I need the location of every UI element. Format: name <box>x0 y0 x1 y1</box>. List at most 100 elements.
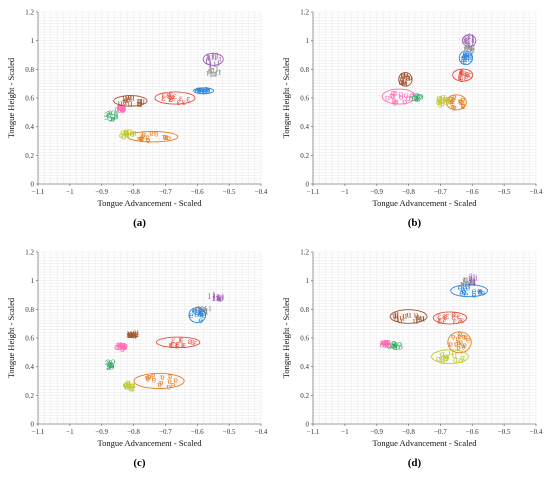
data-point: ɐ <box>141 130 146 139</box>
data-point: ɔ <box>114 110 119 119</box>
data-point: ɪ <box>471 278 474 287</box>
data-point: i <box>470 272 473 281</box>
data-point: ɔ <box>106 362 111 371</box>
data-point: ɑ <box>441 92 446 101</box>
data-point: ɐ <box>447 97 452 106</box>
data-point: ɛ <box>170 339 174 348</box>
x-tick-label: −0.9 <box>370 428 383 436</box>
data-point: ɑ <box>124 383 129 392</box>
data-point: e <box>460 57 465 66</box>
data-point: ɔ <box>107 360 112 369</box>
data-point: ɪ <box>197 304 200 313</box>
x-tick-label: −0.5 <box>223 428 236 436</box>
data-point: i <box>205 56 208 65</box>
confidence-ellipse <box>155 336 201 349</box>
data-point: ɑ <box>120 128 125 137</box>
data-point: ɪ <box>465 279 468 288</box>
data-point: e <box>201 88 206 97</box>
data-point: u <box>397 316 402 325</box>
data-point: ɐ <box>157 380 162 389</box>
data-point: ɛ <box>168 341 172 350</box>
data-point: ʊ <box>389 91 394 100</box>
data-point: ʊ <box>123 342 128 351</box>
data-point: ɪ <box>467 42 470 51</box>
data-point: i <box>213 294 216 303</box>
data-point: ɪ <box>205 307 208 316</box>
data-point: ɑ <box>444 352 449 361</box>
data-point: u <box>128 329 133 338</box>
x-tick-label: −0.8 <box>402 428 415 436</box>
data-point: ɑ <box>443 98 448 107</box>
data-point: u <box>125 93 130 102</box>
data-point: i <box>463 36 466 45</box>
data-point: ɔ <box>398 342 403 351</box>
data-point: e <box>195 308 200 317</box>
data-point: ɛ <box>182 98 186 107</box>
data-point: i <box>466 34 469 43</box>
data-point: ʊ <box>380 338 385 347</box>
data-point: ɔ <box>104 358 109 367</box>
data-point: ɑ <box>124 382 129 391</box>
data-point: ɪ <box>198 306 201 315</box>
data-point: e <box>468 51 473 60</box>
data-point: ɔ <box>114 111 119 120</box>
data-point: ɔ <box>414 91 419 100</box>
data-point: i <box>472 277 475 286</box>
data-point: ɔ <box>393 341 398 350</box>
data-point: ɐ <box>145 373 150 382</box>
data-point: ɪ <box>463 45 466 54</box>
data-point: ʊ <box>120 341 125 350</box>
data-point: ɐ <box>162 133 167 142</box>
data-point: ɛ <box>170 341 174 350</box>
data-point: i <box>217 294 220 303</box>
data-point: i <box>208 292 211 301</box>
data-point: ɛ <box>437 312 441 321</box>
data-point: u <box>138 100 143 109</box>
data-point: ɔ <box>414 94 419 103</box>
data-point: ɑ <box>452 351 457 360</box>
data-point: i <box>213 292 216 301</box>
data-point: ɐ <box>138 134 143 143</box>
data-point: ɪ <box>473 43 476 52</box>
data-point: ɛ <box>193 338 197 347</box>
data-point: ɛ <box>460 68 464 77</box>
data-point: e <box>472 290 477 299</box>
data-point: ɛ <box>169 95 173 104</box>
data-point: ɛ <box>459 75 463 84</box>
data-point: ɔ <box>414 93 419 102</box>
data-point: ɐ <box>173 376 178 385</box>
data-point: ɔ <box>410 90 415 99</box>
data-point: ɔ <box>419 92 424 101</box>
data-point: ɐ <box>452 93 457 102</box>
confidence-ellipse <box>193 87 215 95</box>
data-point: ɪ <box>209 65 212 74</box>
confidence-ellipse <box>133 373 185 389</box>
data-point: ʊ <box>121 102 126 111</box>
data-point: u <box>405 74 410 83</box>
y-tick-label: 0.8 <box>25 306 34 314</box>
data-point: e <box>199 307 204 316</box>
data-point: e <box>478 287 483 296</box>
x-tick-label: −0.7 <box>159 188 172 196</box>
y-axis-label: Tongue Height - Scaled <box>281 297 291 378</box>
x-tick-label: −0.5 <box>498 428 511 436</box>
data-point: e <box>461 286 466 295</box>
data-point: ɐ <box>458 97 463 106</box>
y-tick-label: 0 <box>31 421 35 429</box>
data-point: ɔ <box>114 113 119 122</box>
data-point: i <box>216 294 219 303</box>
data-point: ʊ <box>381 338 386 347</box>
data-point: i <box>467 40 470 49</box>
data-point: ʊ <box>120 103 125 112</box>
data-point: ɑ <box>444 94 449 103</box>
data-point: ʊ <box>120 106 125 115</box>
data-point: u <box>127 331 132 340</box>
data-point: ɔ <box>109 360 114 369</box>
data-point: u <box>413 317 418 326</box>
data-point: ɔ <box>108 108 113 117</box>
x-tick-label: −1.1 <box>307 428 320 436</box>
data-point: ɑ <box>437 96 442 105</box>
